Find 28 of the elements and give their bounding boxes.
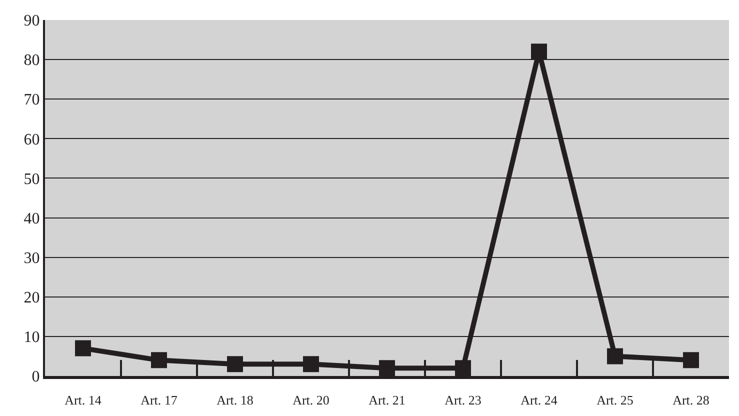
x-tick-label: Art. 17 (140, 392, 178, 408)
point (379, 360, 395, 376)
x-tick-label: Art. 20 (292, 392, 330, 408)
x-tick-label: Art. 28 (672, 392, 710, 408)
point (151, 352, 167, 368)
point (227, 356, 243, 372)
x-tick-label: Art. 18 (216, 392, 254, 408)
point (683, 352, 699, 368)
point (531, 44, 547, 60)
y-tick-label: 60 (24, 131, 40, 148)
point (455, 360, 471, 376)
y-tick-label: 70 (24, 92, 40, 109)
y-tick-label: 40 (24, 210, 40, 228)
y-tick-label: 80 (24, 52, 40, 70)
y-tick-label: 50 (24, 170, 40, 188)
y-tick-label: 0 (32, 368, 40, 386)
x-tick-label: Art. 14 (64, 392, 102, 408)
x-tick-label: Art. 24 (520, 392, 558, 408)
x-tick-label: Art. 21 (368, 392, 406, 408)
y-tick-label: 10 (24, 329, 40, 346)
point (75, 340, 91, 356)
y-tick-label: 20 (24, 289, 40, 306)
x-tick-label: Art. 23 (444, 392, 482, 408)
x-tick-label: Art. 25 (596, 392, 634, 408)
y-tick-label: 90 (24, 12, 40, 30)
y-tick-label: 30 (24, 250, 40, 267)
point (303, 356, 319, 372)
point (607, 348, 623, 364)
